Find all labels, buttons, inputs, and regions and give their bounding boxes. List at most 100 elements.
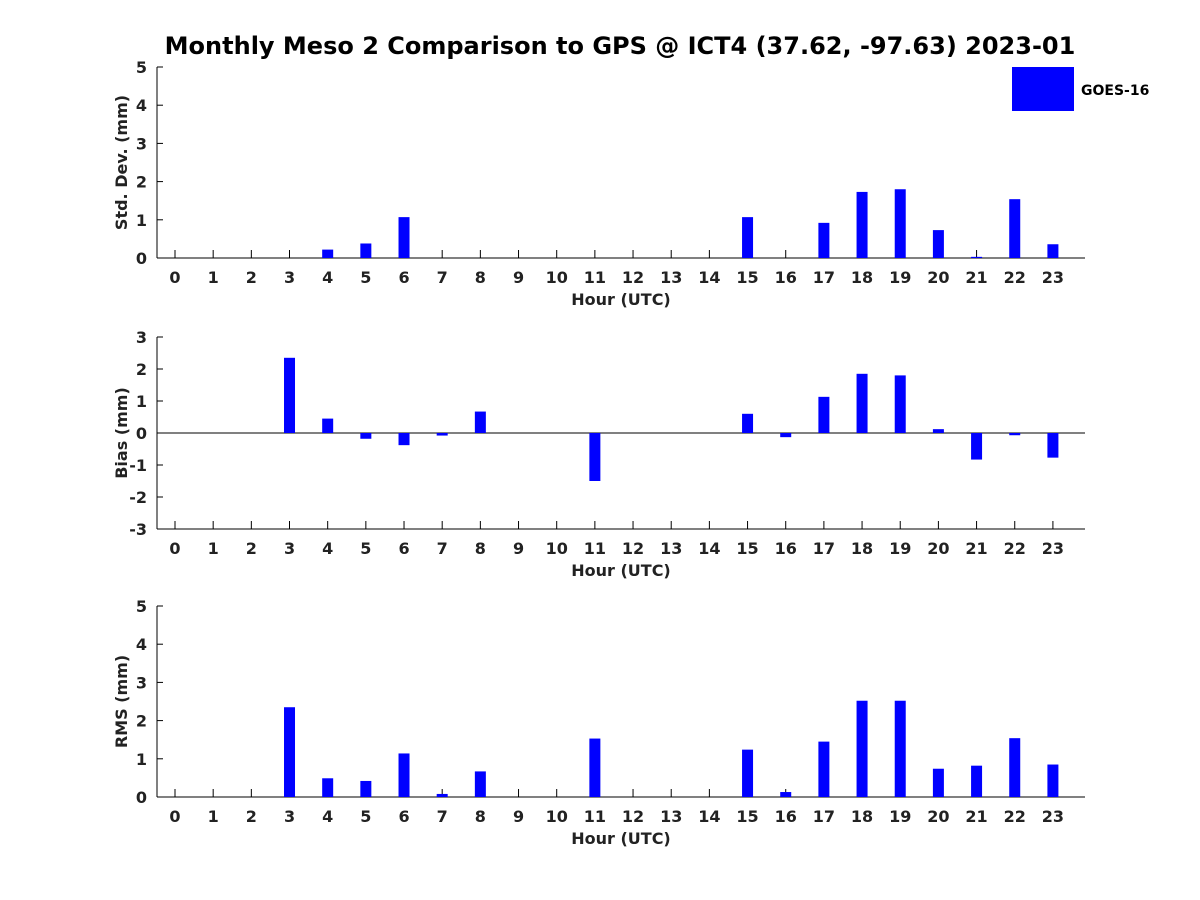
x-tick-label: 18 (851, 807, 873, 826)
x-tick-label: 8 (475, 807, 486, 826)
x-tick-label: 9 (513, 539, 524, 558)
x-tick-label: 3 (284, 807, 295, 826)
x-tick-label: 10 (546, 539, 568, 558)
x-tick-label: 12 (622, 539, 644, 558)
bar-hour-23 (1047, 433, 1059, 458)
x-tick-label: 16 (775, 807, 797, 826)
x-tick-label: 22 (1004, 268, 1026, 287)
chart-title: Monthly Meso 2 Comparison to GPS @ ICT4 … (165, 32, 1076, 60)
bar-hour-7 (436, 433, 448, 436)
bar-hour-21 (971, 765, 983, 797)
x-tick-label: 23 (1042, 539, 1064, 558)
x-tick-label: 17 (813, 539, 835, 558)
bar-hour-8 (474, 411, 486, 433)
bar-hour-11 (589, 738, 601, 797)
x-tick-label: 0 (169, 807, 180, 826)
bar-hour-21 (971, 433, 983, 460)
bar-hour-3 (284, 707, 296, 797)
bar-hour-11 (589, 433, 601, 481)
legend: GOES-16 (1012, 67, 1149, 111)
bar-hour-18 (856, 191, 868, 258)
bar-hour-7 (436, 793, 448, 797)
x-tick-label: 7 (437, 807, 448, 826)
bar-hour-22 (1009, 199, 1021, 258)
x-tick-label: 13 (660, 539, 682, 558)
x-tick-label: 15 (736, 807, 758, 826)
x-tick-label: 0 (169, 539, 180, 558)
x-tick-label: 18 (851, 268, 873, 287)
bar-hour-5 (360, 243, 372, 258)
x-tick-label: 2 (246, 539, 257, 558)
y-tick-label: 3 (136, 328, 147, 347)
x-tick-label: 3 (284, 539, 295, 558)
x-tick-label: 10 (546, 268, 568, 287)
bar-hour-20 (932, 768, 944, 797)
y-tick-label: 1 (136, 211, 147, 230)
y-tick-label: 0 (136, 249, 147, 268)
x-tick-label: 5 (360, 539, 371, 558)
bar-hour-17 (818, 741, 830, 797)
x-tick-label: 8 (475, 268, 486, 287)
x-tick-label: 13 (660, 807, 682, 826)
x-tick-label: 0 (169, 268, 180, 287)
y-tick-label: 1 (136, 392, 147, 411)
y-tick-label: 5 (136, 58, 147, 77)
x-tick-label: 17 (813, 807, 835, 826)
x-axis-label: Hour (UTC) (571, 829, 671, 848)
x-tick-label: 14 (698, 268, 720, 287)
x-tick-label: 7 (437, 539, 448, 558)
y-tick-label: 4 (136, 96, 147, 115)
x-tick-label: 19 (889, 539, 911, 558)
bar-hour-17 (818, 396, 830, 433)
legend-label: GOES-16 (1081, 83, 1149, 99)
bar-hour-5 (360, 433, 372, 439)
x-tick-label: 2 (246, 807, 257, 826)
x-tick-label: 9 (513, 807, 524, 826)
bar-hour-16 (780, 433, 792, 438)
legend-swatch (1012, 67, 1074, 111)
bar-hour-15 (742, 413, 754, 433)
x-tick-label: 9 (513, 268, 524, 287)
x-tick-label: 21 (965, 268, 987, 287)
bar-hour-16 (780, 792, 792, 797)
x-tick-label: 6 (398, 539, 409, 558)
y-axis-label: Bias (mm) (112, 387, 131, 479)
y-tick-label: -3 (129, 520, 147, 539)
x-tick-label: 10 (546, 807, 568, 826)
x-tick-label: 12 (622, 807, 644, 826)
bar-hour-4 (322, 249, 334, 258)
bar-hour-18 (856, 373, 868, 433)
x-tick-label: 16 (775, 539, 797, 558)
bar-hour-4 (322, 418, 334, 433)
x-tick-label: 23 (1042, 807, 1064, 826)
x-tick-label: 19 (889, 807, 911, 826)
x-tick-label: 20 (927, 807, 949, 826)
y-tick-label: 0 (136, 788, 147, 807)
bar-hour-6 (398, 753, 410, 797)
x-tick-label: 1 (208, 539, 219, 558)
x-axis-label: Hour (UTC) (571, 290, 671, 309)
y-tick-label: -1 (129, 456, 147, 475)
y-tick-label: 4 (136, 635, 147, 654)
y-tick-label: -2 (129, 488, 147, 507)
y-tick-label: 3 (136, 673, 147, 692)
x-tick-label: 5 (360, 807, 371, 826)
x-tick-label: 7 (437, 268, 448, 287)
x-tick-label: 22 (1004, 807, 1026, 826)
x-tick-label: 17 (813, 268, 835, 287)
bar-hour-17 (818, 222, 830, 258)
y-tick-label: 3 (136, 134, 147, 153)
x-tick-label: 20 (927, 539, 949, 558)
x-tick-label: 4 (322, 539, 333, 558)
x-tick-label: 4 (322, 268, 333, 287)
x-tick-label: 14 (698, 807, 720, 826)
x-tick-label: 6 (398, 807, 409, 826)
bar-hour-6 (398, 433, 410, 446)
y-tick-label: 2 (136, 712, 147, 731)
x-tick-label: 15 (736, 268, 758, 287)
